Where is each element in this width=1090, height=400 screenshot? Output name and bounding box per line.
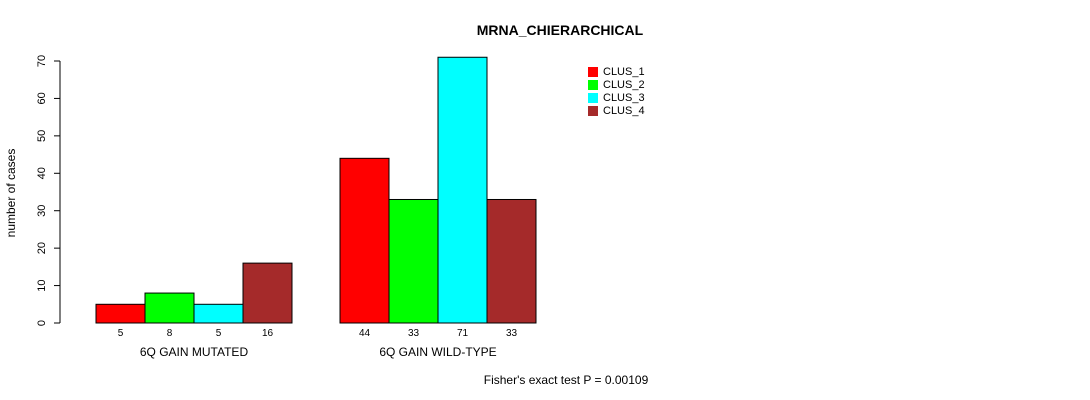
- y-tick-label: 20: [36, 242, 48, 254]
- y-tick-label: 40: [36, 167, 48, 179]
- group-label: 6Q GAIN WILD-TYPE: [379, 345, 496, 359]
- bar-clus-3-group-2: [437, 56, 488, 324]
- legend-swatch-clus-3: [588, 93, 598, 103]
- y-tick-label: 0: [36, 320, 48, 326]
- y-tick-label: 60: [36, 92, 48, 104]
- bar-count-label: 44: [359, 328, 371, 339]
- y-tick-label: 10: [36, 279, 48, 291]
- y-axis: 0 10 20 30 40 50 60 70: [36, 55, 61, 326]
- fisher-test-footnote: Fisher's exact test P = 0.00109: [484, 373, 649, 387]
- bar-count-label: 33: [408, 328, 420, 339]
- bar-clus-2-group-2: [388, 198, 439, 324]
- bar-clus-4-group-1: [242, 262, 293, 324]
- y-tick-label: 30: [36, 205, 48, 217]
- legend-swatch-clus-4: [588, 106, 598, 116]
- bar-count-label: 5: [118, 328, 124, 339]
- bar-count-label: 71: [457, 328, 469, 339]
- chart-title: MRNA_CHIERARCHICAL: [477, 22, 644, 38]
- bar-clus-1-group-2: [339, 157, 390, 324]
- legend-label: CLUS_1: [603, 66, 645, 78]
- group-label: 6Q GAIN MUTATED: [140, 345, 249, 359]
- count-labels: 5 8 5 16 44 33 71 33: [118, 328, 518, 339]
- legend-label: CLUS_3: [603, 92, 645, 104]
- legend-swatch-clus-1: [588, 67, 598, 77]
- y-tick-label: 70: [36, 55, 48, 67]
- bar-count-label: 16: [262, 328, 274, 339]
- bar-clus-4-group-2: [486, 198, 537, 324]
- bar-clus-2-group-1: [144, 292, 195, 324]
- bar-count-label: 33: [506, 328, 518, 339]
- bar-count-label: 8: [167, 328, 173, 339]
- legend-label: CLUS_2: [603, 79, 645, 91]
- group-labels: 6Q GAIN MUTATED 6Q GAIN WILD-TYPE: [140, 345, 497, 359]
- y-axis-label: number of cases: [4, 149, 18, 238]
- y-tick-label: 50: [36, 130, 48, 142]
- bars: [95, 56, 537, 324]
- bar-clus-3-group-1: [193, 303, 244, 324]
- legend-label: CLUS_4: [603, 105, 645, 117]
- legend-swatch-clus-2: [588, 80, 598, 90]
- bar-count-label: 5: [216, 328, 222, 339]
- bar-clus-1-group-1: [95, 303, 146, 324]
